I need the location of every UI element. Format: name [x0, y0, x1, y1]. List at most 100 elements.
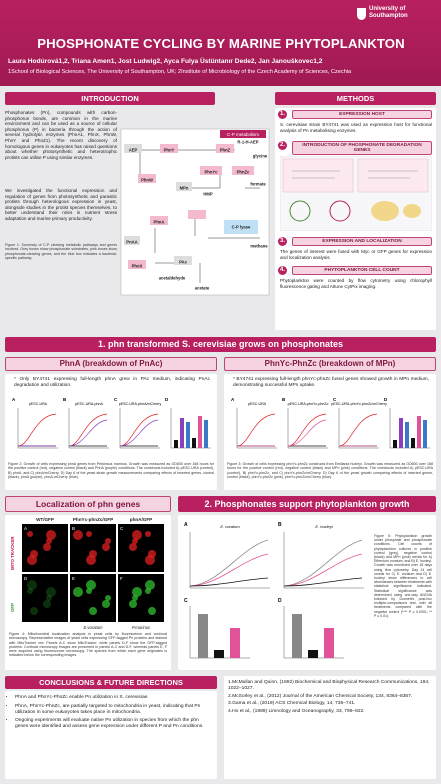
curve [189, 577, 269, 587]
node-label: PhnZ [220, 148, 231, 153]
curve [283, 553, 363, 587]
axes [170, 408, 211, 449]
cell [46, 587, 56, 597]
reference: 2.McSorley et al., (2012) Journal of the… [228, 693, 413, 699]
step-number: 1. [278, 110, 287, 119]
axes [189, 532, 270, 589]
panel-card [178, 515, 436, 670]
panel-note: * BY4741 expressing full-length phnYc-ph… [233, 377, 429, 388]
diagram-title-box [220, 130, 266, 138]
panel-heading: PhnYc-PhnZc (breakdown of MPn) [224, 357, 436, 371]
substrate-box [174, 256, 192, 265]
cell [145, 531, 151, 537]
micrograph [118, 524, 164, 572]
cell [129, 543, 137, 551]
affiliations: 1School of Biological Sciences, The Univ… [8, 69, 352, 75]
cell [129, 600, 137, 608]
panel-letter: D [24, 576, 28, 581]
figure-caption: Figure 5: Phytoplankton growth under pho… [374, 534, 432, 618]
curve [287, 419, 327, 447]
node-label: C-P lyase [232, 225, 251, 230]
reference-list: 1.McMullan and Quinn, (1992) Biochemical… [228, 680, 432, 717]
curve [189, 553, 269, 587]
bar [198, 614, 208, 658]
panel-letter: E [72, 576, 75, 581]
step-text: S. cerevisiae strain BY4741 was used as … [280, 122, 432, 133]
cell [86, 580, 96, 590]
reference: 1.McMullan and Quinn, (1992) Biochemical… [228, 680, 430, 691]
microscopy-grid: A B C D E F [22, 524, 164, 624]
panel-letter: C [114, 397, 118, 402]
species-label: E.voratum [83, 625, 103, 630]
cell [73, 587, 83, 597]
section-heading: 2. Phosphonates support phytoplankton gr… [178, 496, 436, 512]
node-label: PhnY [164, 148, 175, 153]
panel-letter: D [384, 397, 388, 402]
panel-letter: B [282, 397, 286, 402]
node-label: PAc [179, 260, 188, 265]
node-label: R-1-H-AEP [237, 140, 258, 145]
axes [287, 408, 328, 449]
header [0, 0, 441, 86]
step-title: EXPRESSION AND LOCALIZATION [292, 237, 432, 246]
enzyme-box [150, 216, 168, 225]
axes [17, 408, 58, 449]
cell [102, 600, 110, 608]
cell [27, 580, 37, 590]
phyto-svg: A E. voratum C B E. huxleyi D [184, 522, 364, 659]
panel-letter: A [24, 526, 27, 531]
panel-letter: A [184, 522, 188, 528]
bar [204, 420, 208, 448]
cell [46, 595, 52, 601]
bar [423, 420, 427, 448]
panel-letter: D [278, 598, 282, 604]
column-label: WT/GFP [36, 517, 54, 522]
phytoplankton-plots: A E. voratum C B E. huxleyi D [182, 518, 372, 668]
bar [214, 650, 224, 658]
cell [148, 550, 156, 558]
panel-letter: D [165, 397, 169, 402]
panel-letter: A [12, 397, 16, 402]
node-label: methane [250, 244, 268, 249]
curve [119, 419, 159, 447]
bar [230, 628, 240, 658]
bar [411, 438, 415, 448]
curve [68, 413, 108, 447]
axes [283, 532, 364, 589]
node-label: PhnYc [204, 170, 218, 175]
cell [86, 531, 92, 537]
cell [27, 531, 33, 537]
substrate-box [124, 236, 140, 245]
bar [399, 418, 403, 448]
node-label: MPn [180, 186, 189, 191]
cell [27, 588, 33, 594]
step-number: 2. [278, 141, 287, 150]
cell [105, 595, 111, 601]
paragraph: Phosphonates (Pn), compounds with carbon… [5, 110, 117, 160]
row-label: GFP [10, 602, 15, 612]
plot-title: pESC-URA-phnYc-phnZc/mCherry [331, 402, 387, 406]
step-text: Phytoplankton were counted by flow cytom… [280, 278, 432, 289]
enzyme-box [216, 144, 234, 153]
diagram-title: C-P metabolism [227, 132, 259, 137]
plot-title: pESC-URA [29, 402, 48, 406]
bar [405, 422, 409, 448]
curve [68, 419, 108, 447]
cell [30, 550, 38, 558]
conclusions-card [5, 691, 217, 779]
node-label: formate [250, 182, 266, 187]
node-label: acetaldehyde [159, 276, 186, 281]
node-label: PhnZc [237, 170, 250, 175]
panel-note: * Only BY4741 expressing full-length phn… [14, 377, 210, 388]
schematic-panel [357, 158, 429, 193]
curve [189, 539, 269, 587]
panel-letter: B [278, 522, 282, 528]
enzyme-box [160, 144, 178, 153]
cell [89, 607, 97, 615]
curve [17, 413, 57, 447]
figure-caption: Figure 2: Growth of cells expressing phn… [8, 462, 214, 479]
cell [89, 550, 97, 558]
